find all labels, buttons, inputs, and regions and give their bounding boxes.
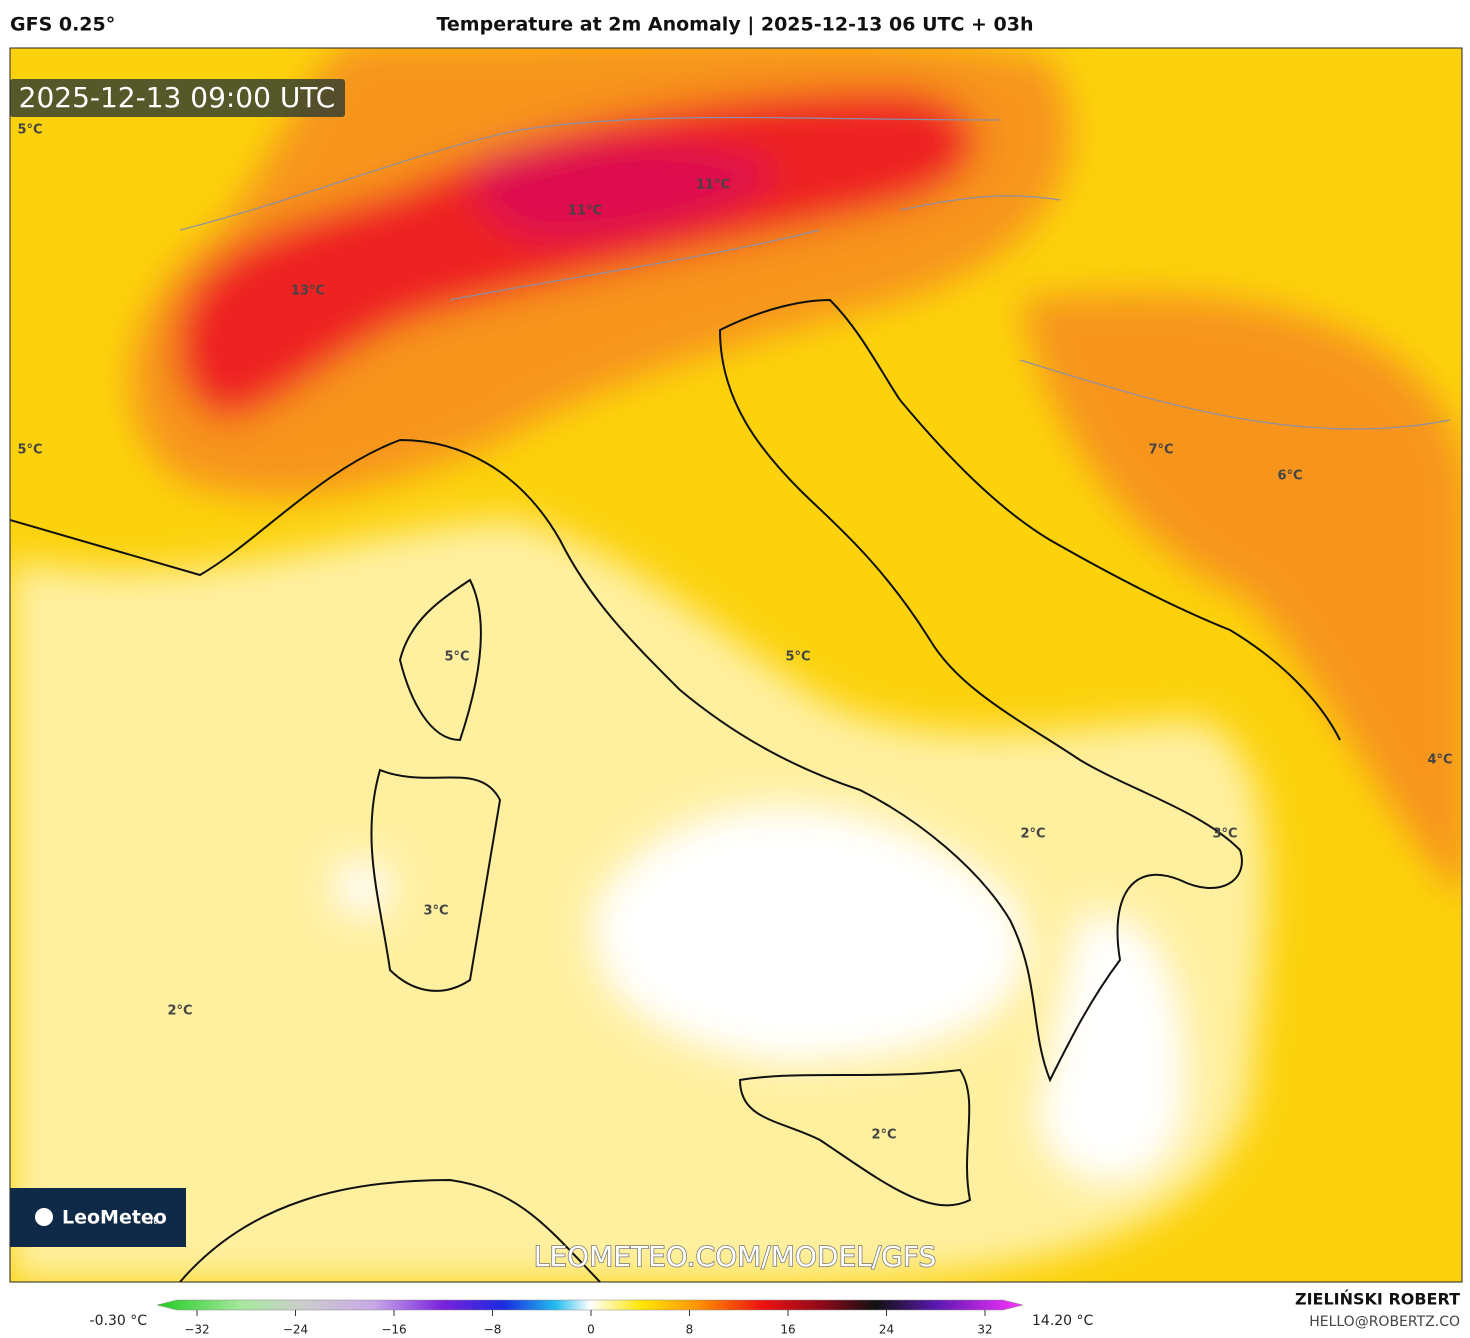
- model-name: GFS 0.25°: [10, 14, 115, 36]
- colorbar-gradient: [156, 1299, 1024, 1311]
- colorbar-tick-label: −24: [283, 1323, 308, 1337]
- colorbar-tick-label: 24: [879, 1323, 894, 1337]
- timestamp: 2025-12-13 09:00 UTC: [19, 81, 336, 114]
- temperature-label: 7°C: [1148, 443, 1173, 458]
- temperature-field: [10, 48, 1462, 1282]
- temperature-label: 5°C: [17, 443, 42, 458]
- map-frame: [9, 47, 1463, 1283]
- temperature-label: 11°C: [696, 178, 730, 193]
- logo: LeoMeteo: [62, 1207, 167, 1229]
- map-title: Temperature at 2m Anomaly | 2025-12-13 0…: [436, 14, 1033, 36]
- temperature-label: 5°C: [17, 123, 42, 138]
- temperature-label: 6°C: [1277, 469, 1302, 484]
- watermark: LEOMETEO.COM/MODEL/GFS: [534, 1240, 937, 1273]
- temperature-labels: 5°C 5°C 13°C 11°C 11°C 7°C 6°C 5°C 5°C 4…: [17, 123, 1452, 1143]
- colorbar-tick-label: 32: [977, 1323, 992, 1337]
- temperature-label: 4°C: [1427, 753, 1452, 768]
- colorbar-tick-label: 0: [587, 1323, 595, 1337]
- colorbar: -0.30 °C 14.20 °C −32 −24 −16 −8 0 8 16 24 32: [90, 1299, 1094, 1337]
- author: ZIELIŃSKI ROBERT: [1295, 1290, 1460, 1309]
- temperature-label: 2°C: [871, 1128, 896, 1143]
- colorbar-tick-label: −8: [484, 1323, 502, 1337]
- contact: HELLO@ROBERTZ.CO: [1309, 1314, 1460, 1330]
- borders: [179, 116, 1451, 430]
- colorbar-tick-label: 16: [780, 1323, 795, 1337]
- logo-suffix: .it: [147, 1216, 157, 1227]
- colorbar-tick-label: 8: [686, 1323, 694, 1337]
- colorbar-min: -0.30 °C: [90, 1313, 148, 1329]
- temperature-label: 13°C: [291, 284, 325, 299]
- temperature-label: 11°C: [568, 204, 602, 219]
- temperature-label: 5°C: [785, 650, 810, 665]
- temperature-label: 5°C: [444, 650, 469, 665]
- colorbar-tick-label: −16: [381, 1323, 406, 1337]
- timestamp-box: [10, 79, 345, 117]
- colorbar-tick-label: −32: [184, 1323, 209, 1337]
- map: 5°C 5°C 13°C 11°C 11°C 7°C 6°C 5°C 5°C 4…: [10, 48, 1462, 1282]
- temperature-label: 3°C: [423, 904, 448, 919]
- temperature-label: 2°C: [167, 1004, 192, 1019]
- logo-sun: [35, 1208, 53, 1226]
- temperature-label: 3°C: [1212, 827, 1237, 842]
- temperature-label: 2°C: [1020, 827, 1045, 842]
- coastlines: [10, 298, 1341, 1282]
- colorbar-max: 14.20 °C: [1032, 1313, 1094, 1329]
